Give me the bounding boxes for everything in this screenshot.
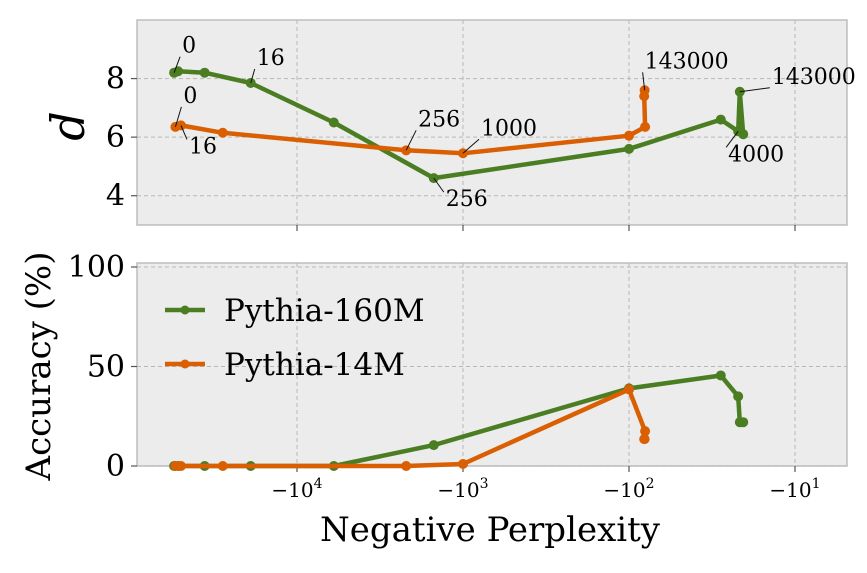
legend-marker-pythia-14m <box>180 359 190 369</box>
x-tick-label-base-2: −10 <box>603 478 645 502</box>
top-point-pythia-14m-5 <box>624 130 634 141</box>
annotation-label-6: 16 <box>189 134 217 159</box>
top-grid <box>137 20 847 225</box>
top-y-ticks: 4 6 8 <box>106 62 137 214</box>
x-tick-label-base-3: −10 <box>769 478 811 502</box>
top-point-pythia-14m-2 <box>217 127 228 138</box>
annotation-label-4: 143000 <box>772 65 856 90</box>
bottom-point-pythia-14m-3 <box>401 461 412 471</box>
annotation-label-3: 4000 <box>728 142 784 167</box>
annotation-label-8: 1000 <box>481 116 537 141</box>
bottom-y-ticks: 0 50 100 <box>68 250 137 484</box>
x-tick-label-3: −101 <box>769 476 820 502</box>
x-axis-ticks: −104 −103 −102 −101 <box>271 225 821 502</box>
top-panel: 4 6 8 0 16 256 4000 143000 0 16 256 1000 143000 d <box>41 19 856 226</box>
bottom-point-pythia-14m-8 <box>639 434 650 445</box>
top-point-pythia-160m-2 <box>199 67 210 78</box>
x-tick-label-exponent-2: 2 <box>646 476 655 492</box>
legend-marker-pythia-160m <box>180 305 190 315</box>
top-y-tick-label-1: 6 <box>106 120 125 155</box>
x-tick-label-exponent-1: 3 <box>480 476 489 492</box>
top-series <box>169 66 749 184</box>
bottom-grid <box>137 263 847 467</box>
bottom-y-tick-label-2: 100 <box>68 250 125 285</box>
annotation-leader-5 <box>174 106 182 128</box>
annotation-leader-0 <box>173 56 181 73</box>
bottom-series <box>169 370 749 471</box>
bottom-y-axis-label: Accuracy (%) <box>19 252 59 482</box>
bottom-point-pythia-14m-5 <box>624 384 634 395</box>
top-point-pythia-160m-4 <box>328 117 339 128</box>
annotation-leader-3 <box>725 130 739 148</box>
legend: Pythia-160M Pythia-14M <box>165 293 425 383</box>
annotation-label-2: 256 <box>446 187 488 212</box>
top-y-tick-label-2: 8 <box>106 62 125 97</box>
x-axis-label: Negative Perplexity <box>320 510 661 550</box>
x-tick-label-1: −103 <box>437 476 488 502</box>
annotation-label-5: 0 <box>183 84 197 109</box>
bottom-point-pythia-160m-7 <box>715 370 726 381</box>
legend-entry-pythia-14m: Pythia-14M <box>165 347 405 383</box>
top-point-pythia-160m-6 <box>624 143 634 154</box>
annotation-leader-6 <box>180 125 188 140</box>
bottom-plot-area <box>136 262 848 467</box>
annotation-leader-9 <box>642 72 646 91</box>
top-annotations: 0 16 256 4000 143000 0 16 256 1000 143000 <box>173 34 856 212</box>
bottom-y-tick-label-0: 0 <box>106 449 125 484</box>
bottom-point-pythia-160m-10 <box>738 417 749 428</box>
bottom-point-pythia-14m-6 <box>640 426 651 437</box>
x-tick-label-exponent-3: 1 <box>812 476 821 492</box>
annotation-label-0: 0 <box>182 34 196 59</box>
annotation-leader-4 <box>739 87 770 93</box>
bottom-point-pythia-14m-1 <box>175 461 186 471</box>
bottom-point-pythia-160m-5 <box>428 440 439 451</box>
annotation-leader-7 <box>405 130 417 151</box>
top-point-pythia-160m-10 <box>738 129 749 140</box>
top-point-pythia-160m-7 <box>715 114 726 125</box>
x-tick-label-base-1: −10 <box>437 478 479 502</box>
annotation-leader-2 <box>433 177 445 193</box>
x-tick-label-0: −104 <box>271 476 322 502</box>
annotation-label-9: 143000 <box>645 49 729 74</box>
x-tick-label-exponent-0: 4 <box>314 476 323 492</box>
legend-label-pythia-160m: Pythia-160M <box>224 293 425 329</box>
bottom-point-pythia-14m-2 <box>217 461 228 471</box>
annotation-label-7: 256 <box>418 107 460 132</box>
annotation-leader-1 <box>250 68 256 84</box>
x-tick-label-2: −102 <box>603 476 654 502</box>
bottom-point-pythia-14m-4 <box>458 459 468 470</box>
top-y-axis-label: d <box>41 111 95 140</box>
annotation-label-1: 16 <box>257 46 285 71</box>
annotation-leader-8 <box>462 138 480 154</box>
top-point-pythia-14m-6 <box>640 121 651 132</box>
bottom-point-pythia-160m-8 <box>733 391 744 402</box>
bottom-y-tick-label-1: 50 <box>87 350 125 385</box>
legend-entry-pythia-160m: Pythia-160M <box>165 293 425 329</box>
x-tick-label-base-0: −10 <box>271 478 313 502</box>
top-y-tick-label-0: 4 <box>106 179 125 214</box>
legend-label-pythia-14m: Pythia-14M <box>224 347 405 383</box>
